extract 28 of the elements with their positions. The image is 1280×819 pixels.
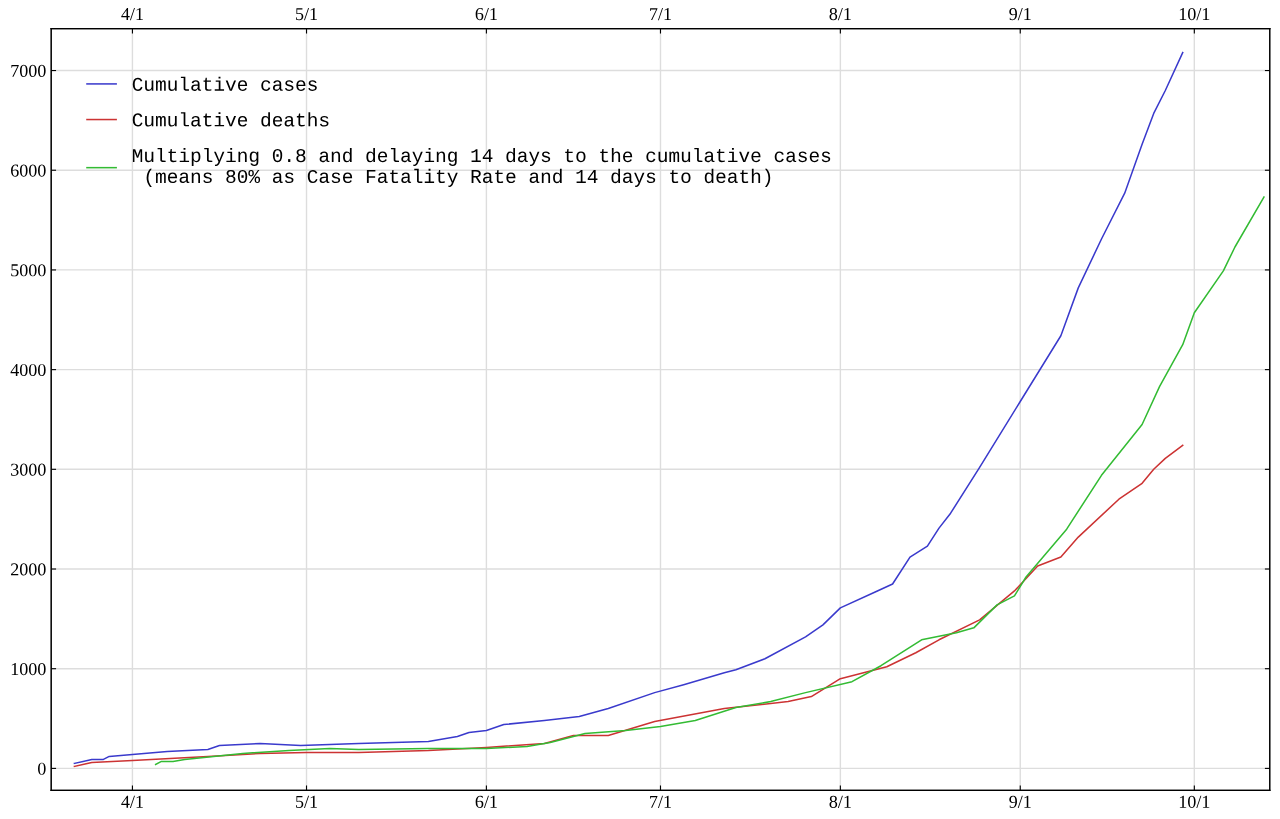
y-tick-label: 6000 [11, 164, 46, 177]
y-tick-label: 1000 [11, 662, 46, 676]
x-tick-label: 4/1 [121, 795, 143, 808]
line-series [73, 444, 1184, 768]
x2-tick-label: 4/1 [121, 8, 143, 21]
x2-tick-label: 5/1 [296, 8, 317, 21]
x-tick-label: 7/1 [650, 795, 671, 808]
x-tick-label: 8/1 [829, 795, 851, 808]
x-tick-label: 9/1 [1009, 795, 1031, 808]
x2-tick-label: 10/1 [1179, 7, 1210, 21]
y-tick-label: 5000 [11, 264, 46, 277]
legend-label: Cumulative cases [132, 76, 317, 91]
x2-tick-label: 7/1 [650, 8, 671, 21]
x2-tick-label: 9/1 [1009, 8, 1031, 21]
line-series [73, 51, 1184, 765]
y-tick-label: 2000 [11, 563, 46, 576]
x-tick-label: 10/1 [1179, 795, 1210, 808]
y-tick-label: 0 [38, 762, 46, 775]
y-tick-label: 7000 [11, 64, 46, 77]
x2-tick-label: 8/1 [829, 7, 851, 21]
line-series [154, 196, 1265, 766]
y-tick-label: 3000 [11, 463, 46, 476]
x-tick-label: 6/1 [475, 795, 497, 808]
legend-label: Multiplying 0.8 and delaying 14 days to the cumulative cases (means 80% as Case Fatality Rate and 14 days to death) [132, 147, 831, 187]
x-tick-label: 5/1 [296, 795, 317, 808]
x2-tick-label: 6/1 [475, 8, 497, 21]
legend-label: Cumulative deaths [132, 112, 329, 127]
y-tick-label: 4000 [10, 363, 46, 377]
